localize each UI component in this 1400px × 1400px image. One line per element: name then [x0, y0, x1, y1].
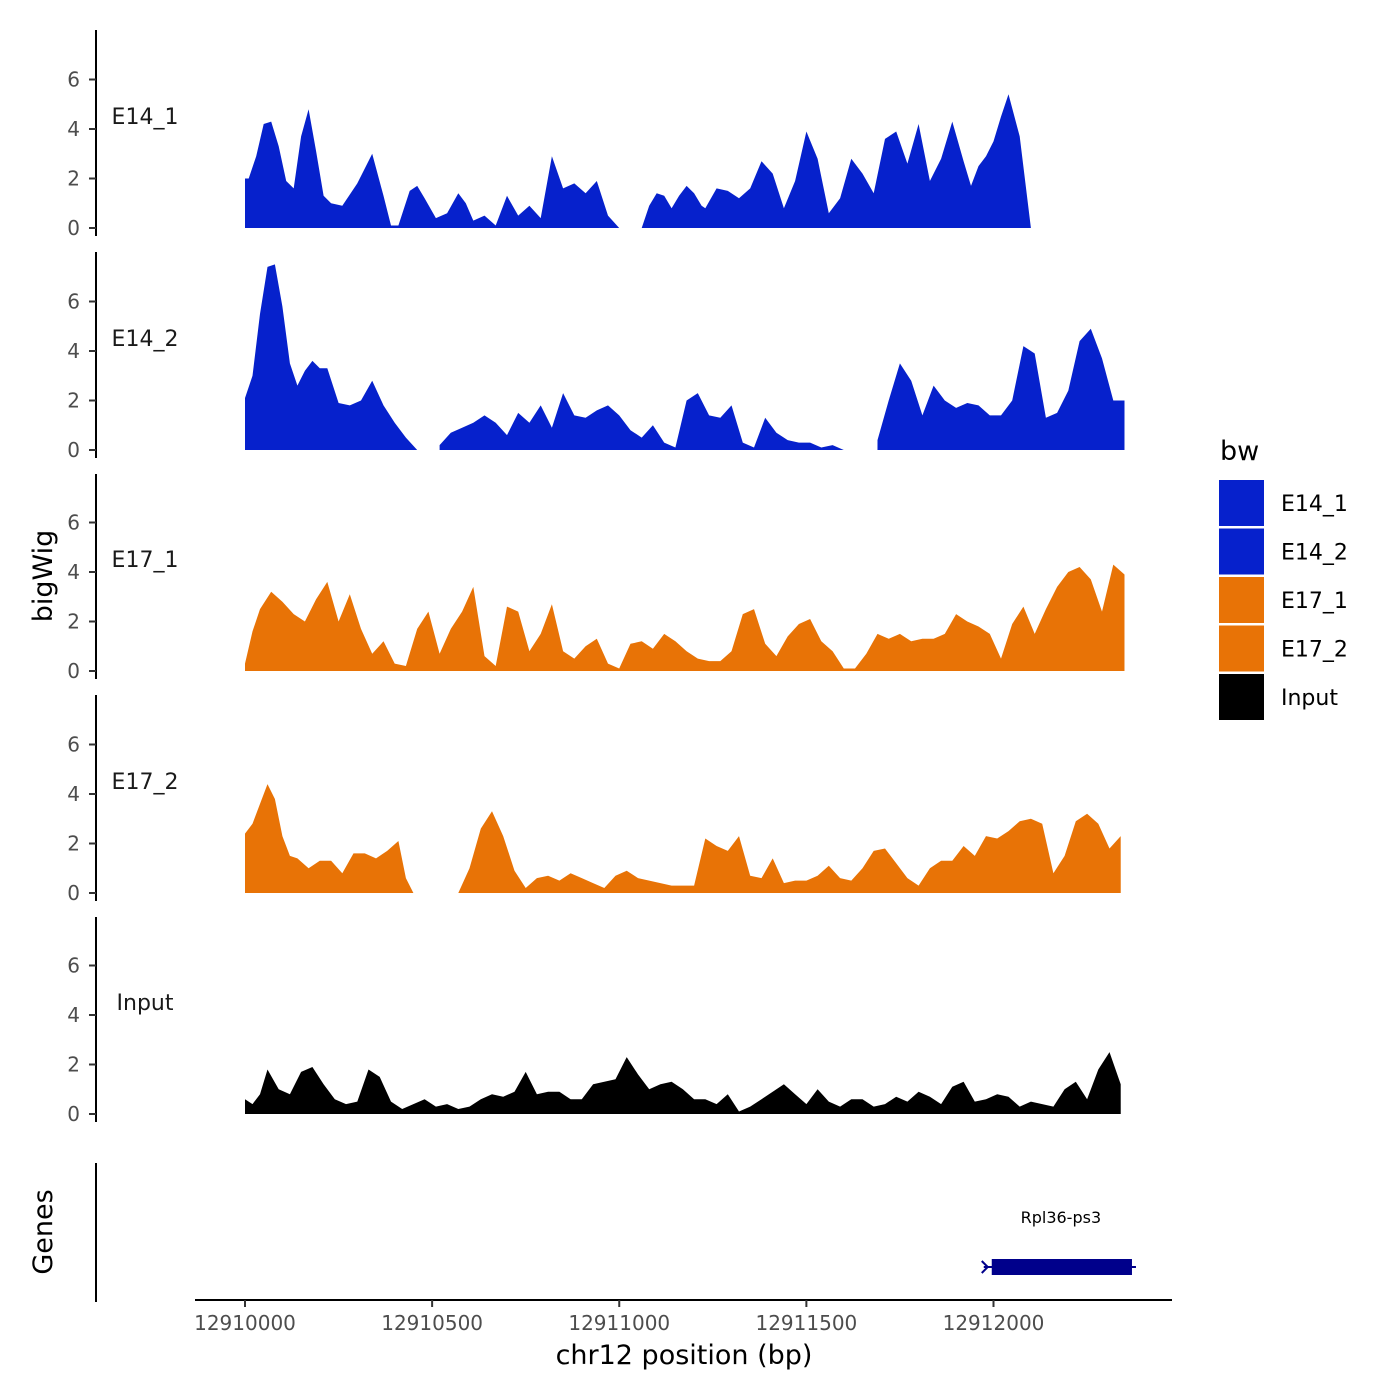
x-ticks-group: 12910000 12910500 12911000 12911500 12912000	[194, 1300, 1044, 1335]
y-tick-label: 4	[67, 339, 80, 363]
y-tick-label: 2	[67, 1053, 80, 1077]
legend-title: bw	[1220, 436, 1259, 467]
track-label: E14_2	[112, 327, 179, 352]
legend-label: E14_1	[1281, 492, 1348, 517]
track-e17-1: 0 2 4 6 E17_1	[67, 474, 1125, 683]
x-tick-label: 12911500	[755, 1311, 857, 1335]
signal-area	[245, 1052, 1121, 1114]
y-tick-label: 0	[67, 881, 80, 905]
legend-swatch	[1219, 480, 1264, 526]
strand-arrow-icon	[981, 1260, 990, 1274]
legend-swatch	[1219, 674, 1264, 720]
track-label: E17_2	[112, 770, 179, 795]
x-tick-label: 12911000	[568, 1311, 670, 1335]
y-axis-title: bigWig	[28, 530, 59, 623]
y-tick-label: 2	[67, 610, 80, 634]
y-tick-label: 0	[67, 438, 80, 462]
y-tick-label: 6	[67, 290, 80, 314]
legend: bw E14_1 E14_2 E17_1 E17_2 Input	[1219, 436, 1348, 720]
track-e17-2: 0 2 4 6 E17_2	[67, 695, 1121, 905]
legend-label: E14_2	[1281, 541, 1348, 566]
y-tick-label: 4	[67, 560, 80, 584]
gene-rpl36-ps3: Rpl36-ps3	[981, 1208, 1136, 1275]
genes-group: Rpl36-ps3	[981, 1208, 1136, 1275]
signal-area	[641, 94, 1031, 228]
genes-track-label: Genes	[28, 1189, 59, 1274]
signal-area	[458, 811, 1121, 893]
x-tick-label: 12910500	[381, 1311, 483, 1335]
track-e14-2: 0 2 4 6 E14_2	[67, 252, 1125, 462]
gene-label: Rpl36-ps3	[1021, 1208, 1102, 1227]
signal-area	[245, 784, 414, 893]
signal-area	[245, 109, 620, 228]
legend-label: E17_2	[1281, 638, 1348, 663]
track-label: E14_1	[112, 105, 179, 130]
signal-area	[439, 393, 844, 450]
y-tick-label: 4	[67, 782, 80, 806]
y-tick-label: 4	[67, 117, 80, 141]
legend-swatch	[1219, 577, 1264, 623]
signal-area	[877, 328, 1125, 450]
y-tick-label: 6	[67, 68, 80, 92]
y-tick-label: 6	[67, 954, 80, 978]
track-input: 0 2 4 6 Input	[67, 917, 1121, 1126]
track-e14-1: 0 2 4 6 E14_1	[67, 30, 1031, 240]
legend-label: E17_1	[1281, 589, 1348, 614]
legend-swatch	[1219, 528, 1264, 575]
x-tick-label: 12912000	[943, 1311, 1045, 1335]
y-tick-label: 2	[67, 389, 80, 413]
x-axis-title: chr12 position (bp)	[556, 1340, 813, 1371]
y-tick-label: 4	[67, 1003, 80, 1027]
x-tick-label: 12910000	[194, 1311, 296, 1335]
y-tick-label: 2	[67, 832, 80, 856]
gene-body	[991, 1259, 1132, 1275]
legend-swatch	[1219, 625, 1264, 672]
y-tick-label: 0	[67, 1102, 80, 1126]
signal-area	[245, 564, 1125, 671]
signal-area	[245, 264, 418, 450]
track-label: E17_1	[112, 548, 179, 573]
track-label: Input	[117, 991, 174, 1016]
y-tick-label: 6	[67, 511, 80, 535]
y-tick-label: 0	[67, 216, 80, 240]
y-tick-label: 6	[67, 733, 80, 757]
legend-label: Input	[1281, 686, 1338, 711]
y-tick-label: 2	[67, 167, 80, 191]
tracks-group: 0 2 4 6 E14_1 0 2 4 6 E14_2 0 2 4 6 E17_1 0 2 4 6 E17_2 0 2 4 6…	[67, 30, 1125, 1126]
y-tick-label: 0	[67, 659, 80, 683]
